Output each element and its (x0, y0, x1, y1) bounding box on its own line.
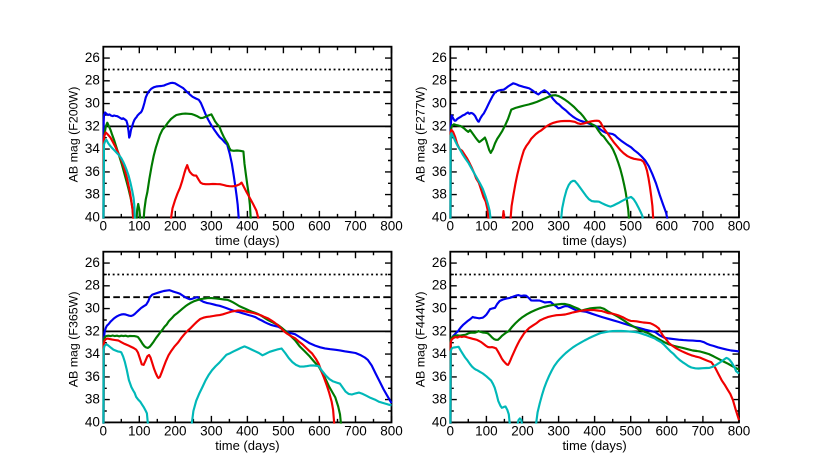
svg-text:time (days): time (days) (562, 438, 626, 453)
svg-text:100: 100 (475, 423, 498, 438)
svg-text:40: 40 (85, 209, 100, 224)
svg-text:AB mag (F200W): AB mag (F200W) (67, 87, 81, 183)
svg-text:800: 800 (380, 423, 403, 438)
svg-text:300: 300 (200, 218, 223, 233)
svg-text:300: 300 (200, 423, 223, 438)
svg-text:AB mag (F444W): AB mag (F444W) (414, 292, 428, 388)
svg-text:AB mag (F365W): AB mag (F365W) (67, 292, 81, 388)
svg-text:400: 400 (236, 423, 259, 438)
svg-text:400: 400 (583, 218, 606, 233)
svg-text:32: 32 (85, 118, 100, 133)
svg-text:38: 38 (85, 392, 100, 407)
svg-text:0: 0 (447, 218, 455, 233)
svg-text:500: 500 (619, 423, 642, 438)
svg-text:700: 700 (344, 218, 367, 233)
svg-text:time (days): time (days) (215, 438, 279, 453)
svg-text:40: 40 (432, 209, 447, 224)
svg-text:40: 40 (85, 414, 100, 429)
svg-text:36: 36 (85, 164, 100, 179)
svg-text:0: 0 (100, 423, 108, 438)
svg-text:200: 200 (511, 423, 534, 438)
svg-text:200: 200 (164, 423, 187, 438)
svg-text:26: 26 (85, 255, 100, 270)
svg-text:200: 200 (164, 218, 187, 233)
svg-text:0: 0 (100, 218, 108, 233)
svg-text:0: 0 (447, 423, 455, 438)
svg-text:36: 36 (85, 369, 100, 384)
svg-text:26: 26 (432, 50, 447, 65)
svg-text:time (days): time (days) (215, 233, 279, 248)
svg-text:700: 700 (344, 423, 367, 438)
svg-text:500: 500 (272, 423, 295, 438)
svg-text:36: 36 (432, 369, 447, 384)
svg-text:30: 30 (432, 301, 447, 316)
svg-text:38: 38 (432, 187, 447, 202)
svg-text:200: 200 (511, 218, 534, 233)
svg-text:34: 34 (85, 141, 101, 156)
svg-text:800: 800 (728, 423, 751, 438)
svg-text:700: 700 (692, 218, 715, 233)
svg-text:26: 26 (85, 50, 100, 65)
svg-text:100: 100 (128, 218, 151, 233)
svg-text:500: 500 (619, 218, 642, 233)
svg-text:30: 30 (85, 301, 100, 316)
svg-text:600: 600 (656, 218, 679, 233)
svg-text:100: 100 (128, 423, 151, 438)
svg-text:30: 30 (85, 96, 100, 111)
svg-text:600: 600 (308, 218, 331, 233)
svg-text:30: 30 (432, 96, 447, 111)
svg-text:700: 700 (692, 423, 715, 438)
svg-text:28: 28 (85, 73, 100, 88)
svg-text:34: 34 (432, 141, 448, 156)
svg-text:400: 400 (236, 218, 259, 233)
svg-text:36: 36 (432, 164, 447, 179)
svg-text:28: 28 (85, 278, 100, 293)
svg-text:600: 600 (656, 423, 679, 438)
svg-text:600: 600 (308, 423, 331, 438)
svg-text:800: 800 (728, 218, 751, 233)
svg-text:800: 800 (380, 218, 403, 233)
svg-text:38: 38 (432, 392, 447, 407)
svg-text:time (days): time (days) (562, 233, 626, 248)
svg-text:32: 32 (85, 323, 100, 338)
svg-text:400: 400 (583, 423, 606, 438)
svg-text:300: 300 (547, 423, 570, 438)
svg-text:32: 32 (432, 118, 447, 133)
svg-text:500: 500 (272, 218, 295, 233)
svg-text:AB mag (F277W): AB mag (F277W) (414, 87, 428, 183)
svg-text:100: 100 (475, 218, 498, 233)
svg-text:38: 38 (85, 187, 100, 202)
svg-text:32: 32 (432, 323, 447, 338)
svg-text:26: 26 (432, 255, 447, 270)
svg-text:34: 34 (85, 346, 101, 361)
svg-text:28: 28 (432, 73, 447, 88)
svg-text:40: 40 (432, 414, 447, 429)
svg-text:28: 28 (432, 278, 447, 293)
svg-text:300: 300 (547, 218, 570, 233)
svg-text:34: 34 (432, 346, 448, 361)
